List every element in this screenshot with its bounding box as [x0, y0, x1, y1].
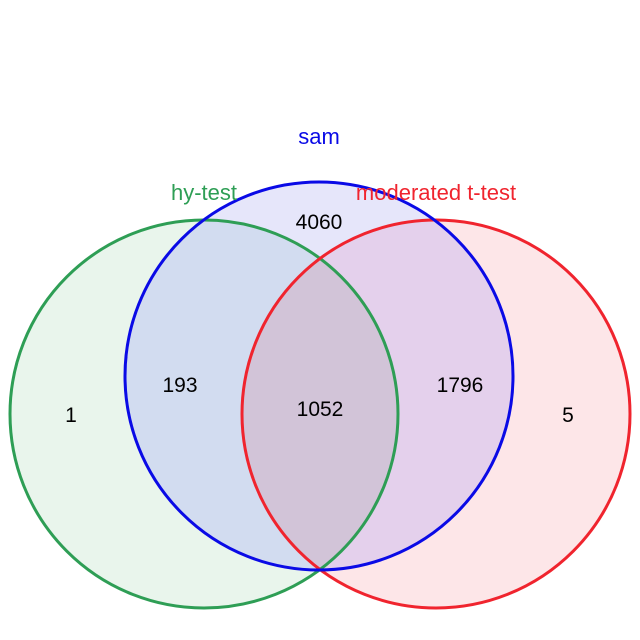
sam-moderated-t-test-count: 1796	[437, 374, 484, 397]
sam-only-count: 4060	[296, 211, 343, 234]
all-three-count: 1052	[297, 398, 344, 421]
sam-circle-outline	[123, 180, 515, 572]
intersection-fills	[125, 220, 513, 570]
hy-test-only-count: 1	[65, 404, 77, 427]
all-three-overlap	[242, 220, 398, 570]
region-counts: 4060 1 5 193 1796 1052	[65, 211, 574, 427]
moderated-t-test-only-count: 5	[562, 404, 574, 427]
sam-hy-test-count: 193	[162, 374, 197, 397]
hy-test-label: hy-test	[171, 180, 237, 205]
moderated-t-test-label: moderated t-test	[356, 180, 516, 205]
circle-outlines	[8, 180, 632, 610]
sam-label: sam	[298, 124, 340, 149]
set-labels: sam hy-test moderated t-test	[171, 124, 516, 205]
